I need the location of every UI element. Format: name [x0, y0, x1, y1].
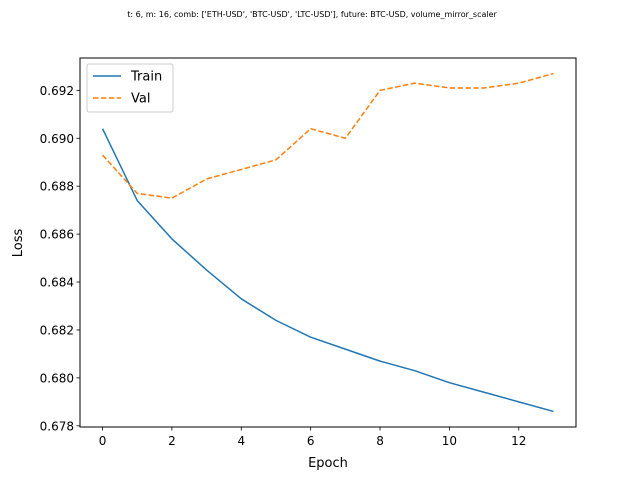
y-tick-label: 0.688: [40, 180, 74, 194]
y-tick-label: 0.678: [40, 419, 74, 433]
y-tick-label: 0.682: [40, 323, 74, 337]
plot-frame: [79, 57, 577, 428]
y-axis-label: Loss: [11, 229, 26, 258]
legend: Train Val: [86, 63, 174, 113]
x-axis: 0 2 4 6 8 10 12: [99, 427, 526, 448]
x-tick-label: 4: [237, 434, 245, 448]
x-tick-label: 12: [511, 434, 526, 448]
chart-title: t: 6, m: 16, comb: ['ETH-USD', 'BTC-USD'…: [127, 10, 497, 19]
y-tick-label: 0.684: [40, 276, 74, 290]
y-tick-label: 0.690: [40, 132, 74, 146]
x-tick-label: 2: [168, 434, 176, 448]
x-tick-label: 0: [99, 434, 107, 448]
y-tick-label: 0.686: [40, 228, 74, 242]
x-tick-label: 10: [442, 434, 457, 448]
x-axis-label: Epoch: [308, 456, 348, 471]
series-line-train: [101, 128, 554, 413]
legend-label-val: Val: [131, 92, 150, 107]
y-tick-label: 0.692: [40, 84, 74, 98]
x-tick-label: 8: [376, 434, 384, 448]
x-tick-label: 6: [307, 434, 315, 448]
plot-area: [101, 72, 554, 413]
series-line-val: [101, 72, 554, 199]
legend-label-train: Train: [130, 70, 162, 85]
y-axis: 0.678 0.680 0.682 0.684 0.686 0.688 0.690 0.692: [40, 84, 80, 433]
y-tick-label: 0.680: [40, 371, 74, 385]
